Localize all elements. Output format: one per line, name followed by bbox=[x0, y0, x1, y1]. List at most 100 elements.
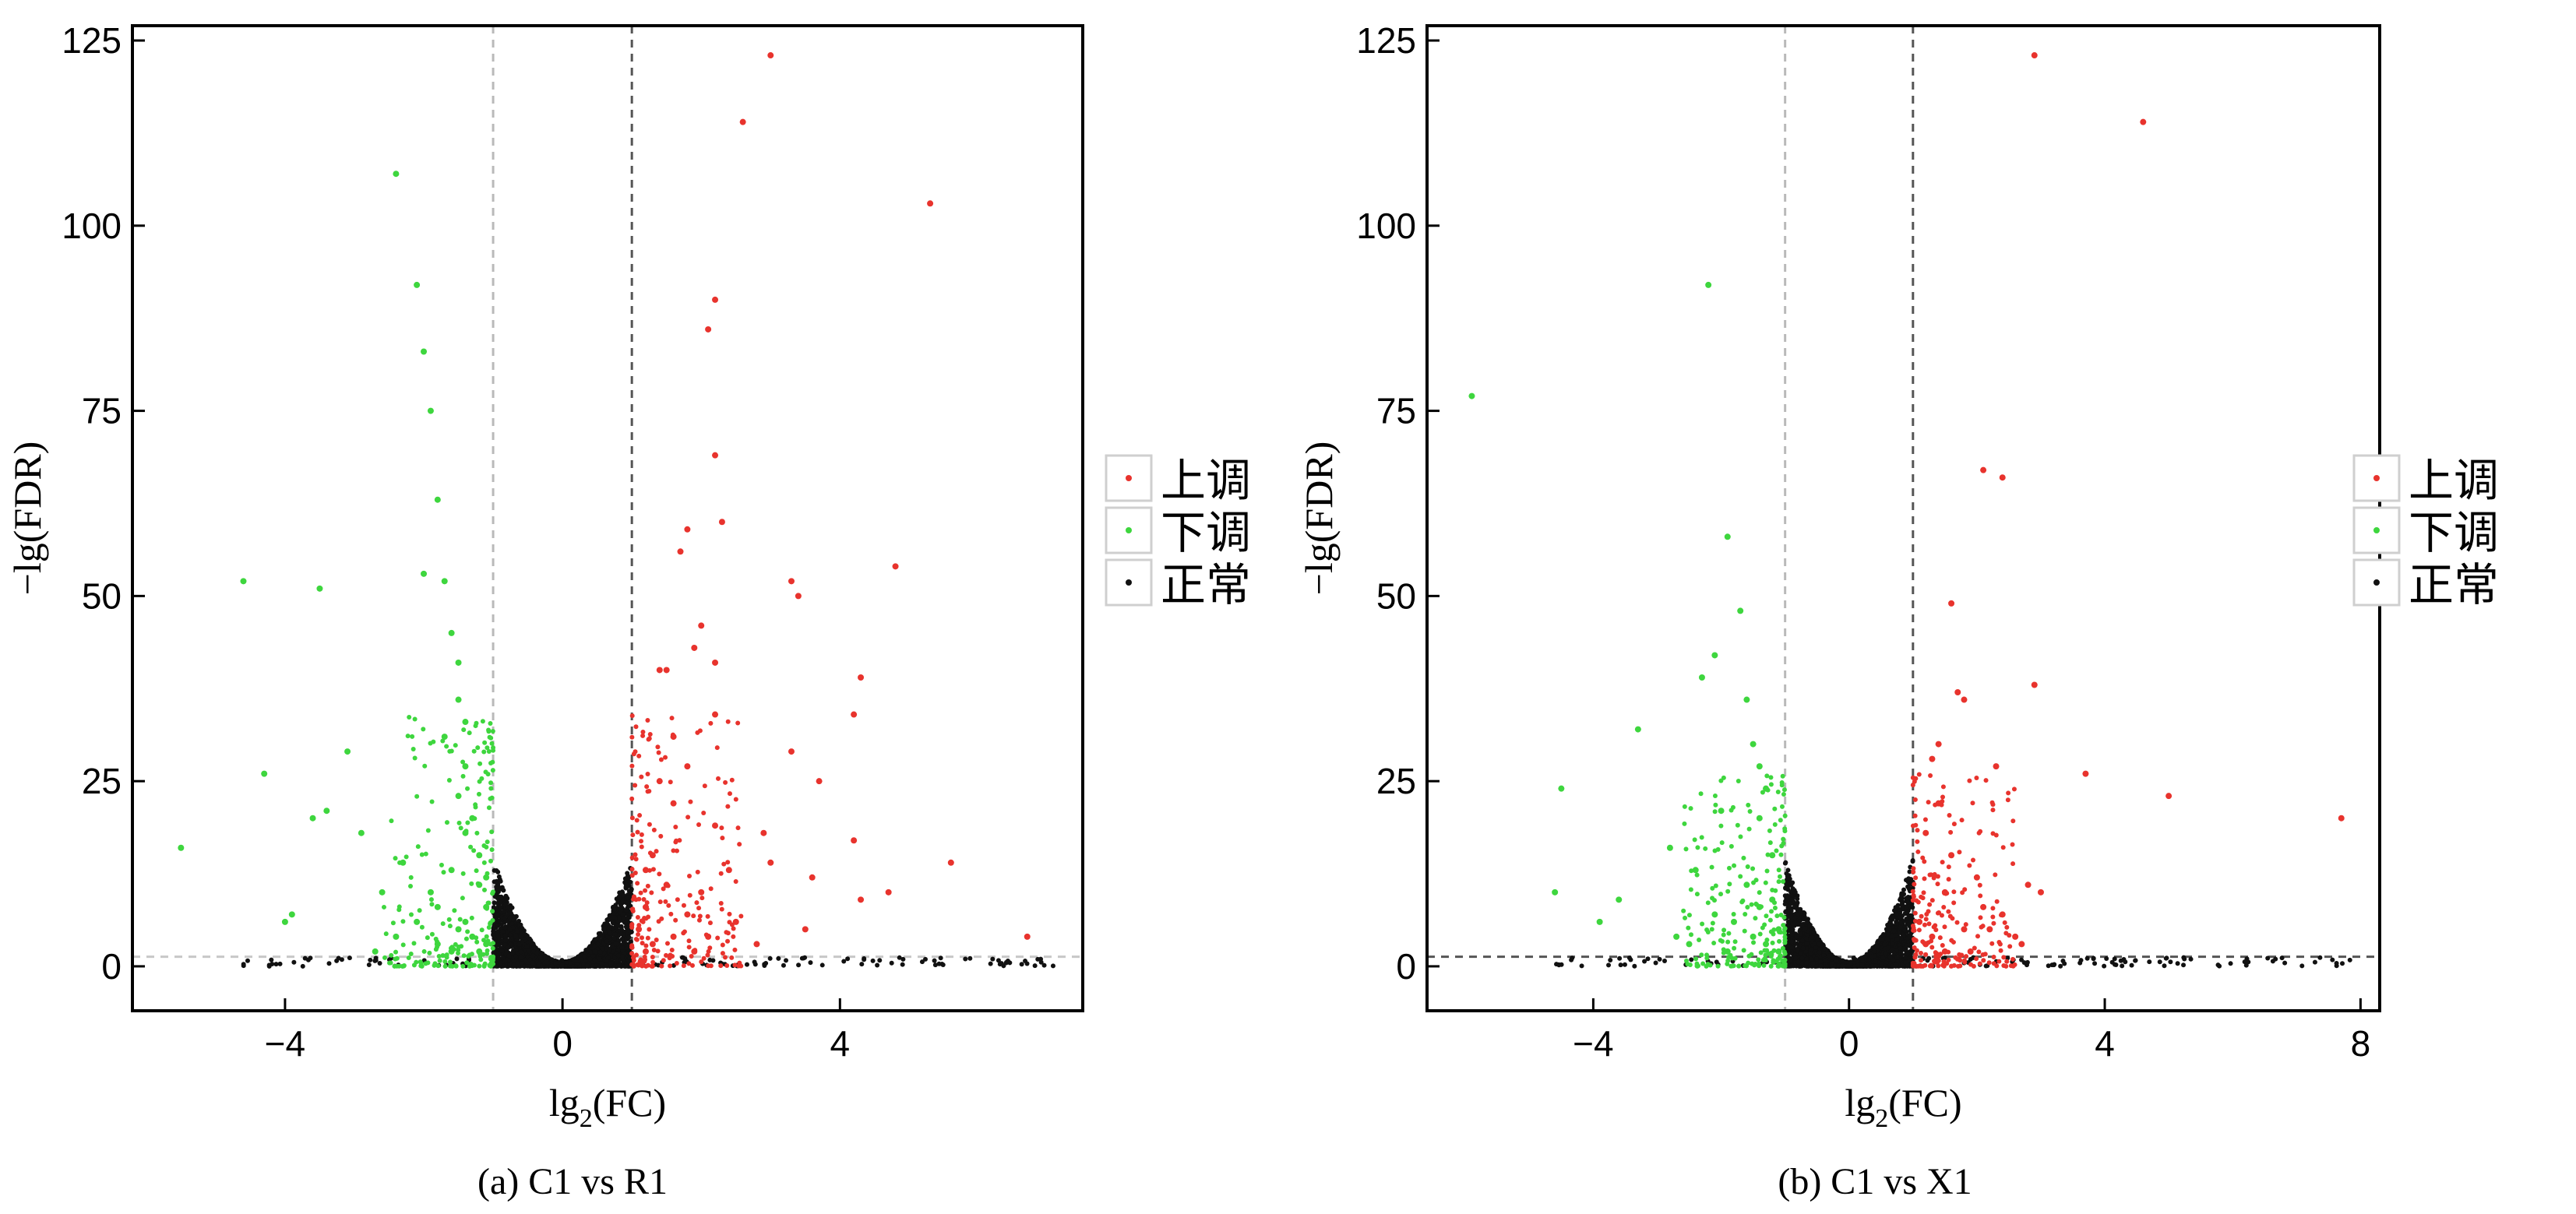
normal-point bbox=[366, 962, 372, 968]
down-point bbox=[309, 815, 316, 822]
normal-point bbox=[368, 957, 373, 962]
up-point bbox=[641, 897, 647, 903]
up-point bbox=[646, 737, 651, 742]
normal-point bbox=[889, 960, 894, 966]
normal-point bbox=[1038, 959, 1044, 965]
up-point bbox=[723, 779, 728, 785]
up-point bbox=[629, 763, 635, 769]
down-point bbox=[488, 858, 494, 864]
normal-point bbox=[1901, 887, 1907, 892]
up-point bbox=[629, 867, 635, 872]
normal-point bbox=[266, 963, 272, 969]
down-point bbox=[421, 348, 428, 355]
up-point bbox=[640, 729, 646, 734]
down-point bbox=[425, 960, 431, 966]
normal-point bbox=[620, 899, 625, 904]
normal-point bbox=[990, 956, 996, 962]
normal-point bbox=[496, 952, 502, 957]
up-point bbox=[664, 952, 669, 958]
up-point bbox=[732, 947, 738, 952]
down-point bbox=[490, 728, 495, 734]
normal-point bbox=[897, 955, 902, 960]
normal-point bbox=[498, 878, 503, 884]
down-point bbox=[460, 773, 466, 779]
legend-marker bbox=[1126, 475, 1132, 481]
normal-point bbox=[988, 961, 993, 966]
down-point bbox=[379, 889, 386, 896]
down-point bbox=[429, 931, 435, 937]
down-point bbox=[463, 936, 469, 941]
down-point bbox=[448, 959, 453, 965]
up-point bbox=[629, 796, 635, 801]
down-point bbox=[466, 953, 471, 959]
up-point bbox=[635, 914, 640, 920]
normal-point bbox=[610, 945, 615, 950]
normal-point bbox=[1801, 917, 1806, 922]
down-point bbox=[460, 896, 465, 901]
up-point bbox=[809, 874, 816, 881]
normal-point bbox=[326, 961, 332, 966]
up-point bbox=[640, 935, 645, 941]
up-point bbox=[735, 720, 741, 726]
normal-point bbox=[859, 962, 865, 967]
down-point bbox=[488, 956, 493, 962]
up-point bbox=[685, 815, 691, 820]
normal-point bbox=[492, 900, 497, 906]
down-point bbox=[485, 839, 490, 845]
normal-point bbox=[514, 928, 520, 934]
down-point bbox=[288, 911, 295, 918]
up-point bbox=[643, 888, 648, 893]
normal-point bbox=[543, 954, 548, 959]
up-point bbox=[708, 886, 714, 892]
normal-point bbox=[710, 958, 716, 963]
normal-point bbox=[626, 934, 632, 940]
plot-frame bbox=[131, 24, 1084, 1012]
down-point bbox=[414, 918, 421, 925]
normal-point bbox=[553, 961, 559, 966]
up-point bbox=[657, 899, 663, 905]
up-point bbox=[885, 889, 892, 896]
down-point bbox=[411, 962, 417, 968]
normal-point bbox=[498, 904, 503, 910]
down-point bbox=[372, 948, 379, 955]
up-point bbox=[802, 926, 809, 933]
down-point bbox=[469, 881, 474, 886]
down-point bbox=[485, 900, 491, 906]
down-point bbox=[412, 716, 418, 722]
panel-caption: (a) C1 vs R1 bbox=[477, 1161, 668, 1202]
down-point bbox=[488, 780, 494, 786]
down-point bbox=[412, 755, 418, 761]
down-point bbox=[486, 729, 492, 734]
down-point bbox=[390, 920, 396, 926]
down-point bbox=[435, 945, 440, 950]
up-point bbox=[719, 825, 724, 831]
y-tick-label: 125 bbox=[62, 20, 122, 61]
normal-point bbox=[615, 941, 620, 947]
up-point bbox=[630, 906, 636, 912]
normal-point bbox=[245, 958, 250, 963]
up-point bbox=[718, 900, 724, 906]
down-point bbox=[316, 585, 323, 592]
normal-point bbox=[537, 955, 543, 960]
normal-point bbox=[629, 886, 634, 892]
down-point bbox=[448, 629, 455, 636]
normal-point bbox=[339, 957, 344, 962]
up-point bbox=[634, 937, 640, 942]
normal-point bbox=[615, 923, 621, 928]
normal-point bbox=[784, 958, 789, 963]
down-point bbox=[434, 903, 441, 910]
normal-point bbox=[502, 959, 508, 964]
up-point bbox=[684, 526, 691, 533]
y-tick-label: 50 bbox=[82, 575, 122, 616]
up-point bbox=[659, 916, 664, 921]
normal-point bbox=[597, 949, 603, 955]
down-point bbox=[478, 957, 484, 962]
up-point bbox=[670, 953, 675, 959]
up-point bbox=[639, 774, 644, 779]
normal-point bbox=[568, 961, 573, 966]
normal-point bbox=[808, 960, 813, 966]
normal-point bbox=[534, 950, 540, 955]
up-point bbox=[668, 963, 673, 969]
down-point bbox=[449, 963, 455, 969]
